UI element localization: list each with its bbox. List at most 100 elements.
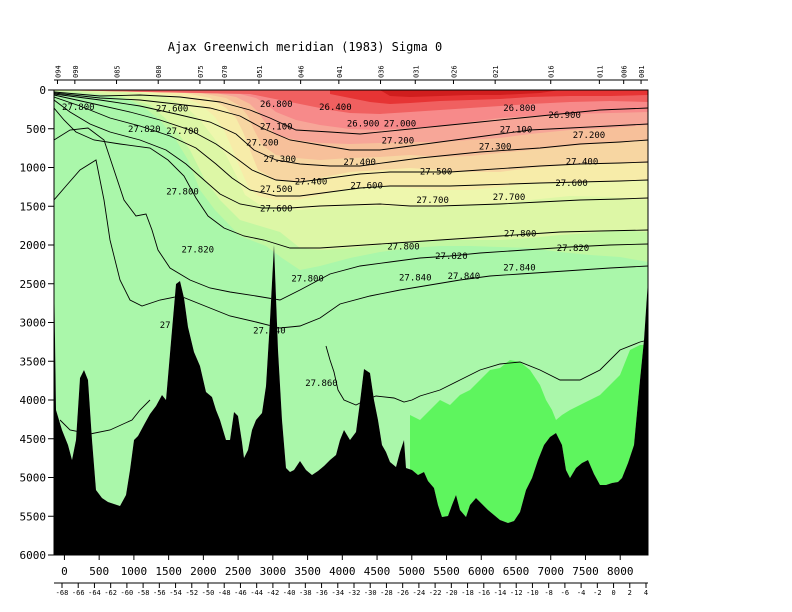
latitude-tick-label: -22	[429, 589, 442, 597]
contour-label: 27.700	[166, 127, 199, 137]
contour-label: 27.840	[399, 274, 432, 284]
station-label: 026	[450, 65, 458, 78]
latitude-tick-label: -30	[364, 589, 377, 597]
station-label: 085	[114, 65, 122, 78]
latitude-tick-label: -36	[315, 589, 328, 597]
contour-label: 26.400	[319, 103, 352, 113]
latitude-axis: -68 -66 -64 -62 -60 -58 -56 -54 -52 -50 -48 -46 -44-…	[54, 582, 648, 597]
contour-label: 27.600	[555, 179, 588, 189]
x-tick-label: 4000	[329, 565, 356, 578]
y-tick-label: 6000	[20, 549, 47, 562]
latitude-tick-label: -8	[544, 589, 552, 597]
station-label: 011	[596, 65, 604, 78]
station-label: 006	[621, 65, 629, 78]
latitude-tick-label: -44	[250, 589, 263, 597]
contour-label: 27.820	[182, 246, 215, 256]
latitude-tick-label: -38	[299, 589, 312, 597]
latitude-tick-label: -26	[396, 589, 409, 597]
contour-label: 27.000	[384, 119, 417, 129]
station-label: 016	[548, 65, 556, 78]
station-label: 001	[638, 65, 646, 78]
y-tick-label: 500	[26, 123, 46, 136]
latitude-tick-label: -32	[348, 589, 361, 597]
x-tick-label: 3500	[294, 565, 321, 578]
latitude-tick-label: -18	[461, 589, 474, 597]
density-fill	[54, 90, 648, 523]
latitude-tick-label: -60	[121, 589, 134, 597]
x-tick-label: 3000	[260, 565, 287, 578]
y-tick-label: 0	[39, 84, 46, 97]
contour-label: 27.600	[156, 105, 189, 115]
station-label: 090	[72, 65, 80, 78]
contour-label: 27.840	[503, 263, 536, 273]
x-tick-label: 2500	[225, 565, 252, 578]
contour-label: 27.840	[253, 326, 286, 336]
y-tick-label: 5500	[20, 510, 47, 523]
contour-label: 27.100	[500, 126, 533, 136]
latitude-tick-label: -12	[510, 589, 523, 597]
contour-label: 27.600	[350, 181, 383, 191]
bathymetry	[54, 245, 648, 555]
x-tick-label: 5500	[433, 565, 460, 578]
station-label: 021	[492, 65, 500, 78]
contour-label: 27.200	[382, 136, 415, 146]
y-tick-label: 1500	[20, 200, 47, 213]
station-label: 051	[256, 65, 264, 78]
contour-label: 27.400	[566, 157, 599, 167]
latitude-tick-label: -14	[494, 589, 507, 597]
contour-label: 27.500	[260, 185, 293, 195]
contour-label: 27.800	[291, 274, 324, 284]
chart-title: Ajax Greenwich meridian (1983) Sigma 0	[168, 40, 443, 54]
y-tick-label: 5000	[20, 472, 47, 485]
y-tick-label: 4000	[20, 394, 47, 407]
x-tick-label: 5000	[399, 565, 426, 578]
latitude-tick-label: -20	[445, 589, 458, 597]
y-tick-label: 1000	[20, 162, 47, 175]
station-label: 036	[378, 65, 386, 78]
contour-label: 27.860	[305, 379, 338, 389]
contour-label: 27.800	[166, 188, 199, 198]
x-tick-label: 2000	[190, 565, 217, 578]
latitude-tick-label: -40	[283, 589, 296, 597]
contour-label: 27.840	[448, 272, 481, 282]
contour-label: 27.400	[343, 158, 376, 168]
latitude-tick-label: -34	[331, 589, 344, 597]
contour-label: 26.800	[503, 104, 536, 114]
latitude-tick-label: -4	[577, 589, 585, 597]
y-tick-label: 3500	[20, 355, 47, 368]
latitude-tick-label: -46	[234, 589, 247, 597]
contour-label: 27.820	[557, 244, 590, 254]
x-tick-label: 6500	[503, 565, 530, 578]
station-label: 070	[221, 65, 229, 78]
latitude-tick-label: 0	[611, 589, 615, 597]
contour-labels: 26.800 26.400 26.800 26.900 26.900 27.000 27.1…	[62, 100, 605, 389]
contour-label: 27.800	[387, 243, 420, 253]
contour-label: 26.900	[347, 119, 380, 129]
latitude-tick-label: -42	[267, 589, 280, 597]
station-label: 094	[54, 65, 62, 78]
contour-label: 27.700	[493, 193, 526, 203]
contour-label: 27.400	[295, 177, 328, 187]
contour-lines	[54, 91, 648, 435]
contour-label: 27.820	[128, 125, 161, 135]
x-tick-label: 8000	[607, 565, 634, 578]
contour-label: 27.300	[264, 155, 297, 165]
station-label: 075	[197, 65, 205, 78]
latitude-tick-label: -2	[593, 589, 601, 597]
latitude-tick-label: -66	[72, 589, 85, 597]
contour-label: 27.600	[260, 205, 293, 215]
latitude-tick-label: 4	[644, 589, 648, 597]
latitude-tick-label: 2	[628, 589, 632, 597]
contour-label: 27.800	[504, 229, 537, 239]
x-tick-label: 1000	[121, 565, 148, 578]
latitude-tick-label: -10	[526, 589, 539, 597]
y-tick-label: 2500	[20, 278, 47, 291]
contour-label: 27.820	[435, 252, 468, 262]
y-axis: 0 500 1000 1500 2000 2500 3000 3500 4000 4500 5000…	[20, 84, 54, 562]
x-tick-label: 500	[89, 565, 109, 578]
latitude-tick-label: -6	[561, 589, 569, 597]
station-label: 080	[155, 65, 163, 78]
x-axis: 0 500 1000 1500 2000 2500 3000 3500 4000 4500 5000…	[61, 555, 633, 578]
latitude-tick-label: -16	[477, 589, 490, 597]
